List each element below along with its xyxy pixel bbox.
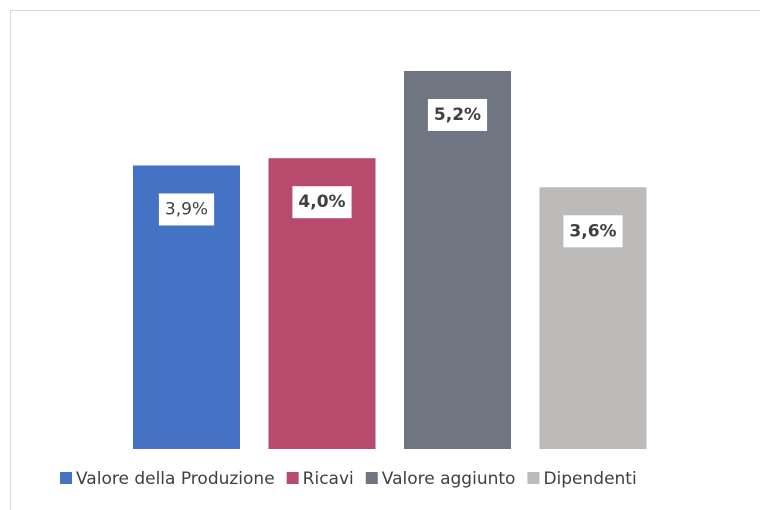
- bar: [404, 70, 511, 450]
- data-label: 4,0%: [298, 192, 345, 212]
- data-label-box: [158, 193, 215, 226]
- data-label-box: [563, 215, 623, 248]
- legend-label: Valore aggiunto: [382, 469, 516, 489]
- data-label-box: [292, 186, 352, 219]
- legend-swatch: [286, 472, 299, 484]
- data-label: 3,6%: [569, 221, 616, 241]
- legend-swatch: [365, 472, 378, 484]
- legend-label: Valore della Produzione: [76, 469, 275, 489]
- legend-label: Ricavi: [303, 469, 354, 489]
- legend-swatch: [60, 472, 72, 484]
- data-label: 5,2%: [434, 105, 481, 125]
- chart-border: [10, 10, 760, 510]
- legend-swatch: [527, 472, 540, 484]
- legend-label: Dipendenti: [543, 469, 636, 489]
- data-label-box: [427, 98, 488, 131]
- data-label: 3,9%: [165, 199, 208, 219]
